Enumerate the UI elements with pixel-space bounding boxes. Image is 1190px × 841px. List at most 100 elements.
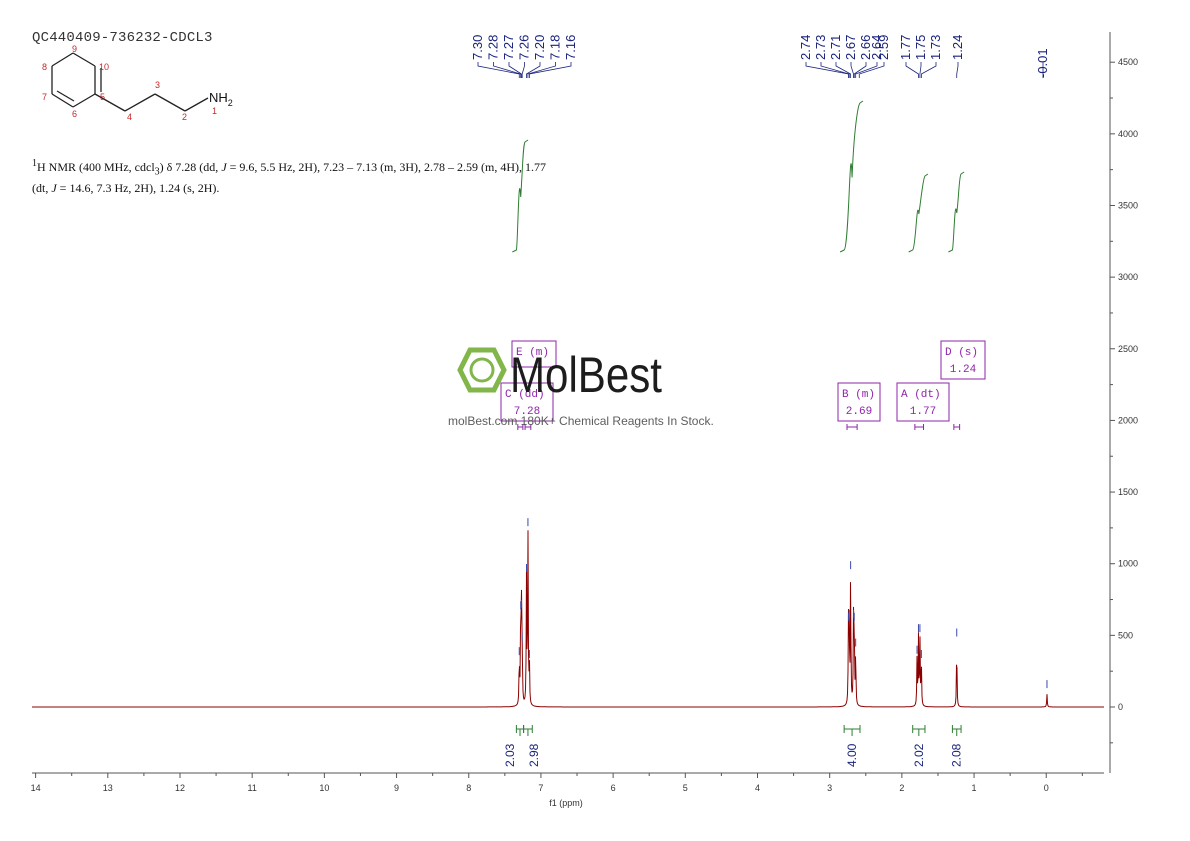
peak-label-aromatic-connector bbox=[493, 62, 522, 78]
integral-curve bbox=[948, 171, 965, 253]
bond-5-4 bbox=[94, 93, 126, 112]
peak-label-tms: -0.01 bbox=[1035, 48, 1050, 78]
peak-label-aliphatic: 2.67 bbox=[843, 35, 858, 60]
peak-label-aliphatic-connector bbox=[920, 62, 937, 78]
peak-label-aliphatic: 1.73 bbox=[928, 35, 943, 60]
peak-label-aliphatic: 2.59 bbox=[876, 35, 891, 60]
peak-label-aromatic-connector bbox=[508, 62, 522, 78]
peak-label-aliphatic-connector bbox=[855, 62, 878, 78]
peak-markers bbox=[518, 518, 1048, 689]
multiplet-shift: 1.24 bbox=[950, 364, 977, 376]
atom-number-5: 5 bbox=[100, 92, 105, 102]
x-tick-label: 12 bbox=[175, 783, 185, 793]
peak-label-aliphatic-connector bbox=[835, 62, 852, 78]
molecule-structure bbox=[51, 52, 209, 112]
integral-value: 4.00 bbox=[845, 743, 859, 767]
y-tick-label: 1000 bbox=[1118, 559, 1138, 569]
bond-6-7 bbox=[51, 93, 74, 108]
bond-5-6 bbox=[72, 93, 96, 108]
amine-label: NH2 bbox=[209, 90, 233, 108]
atom-number-4: 4 bbox=[127, 112, 132, 122]
integral-curves bbox=[512, 100, 965, 253]
peak-label-aliphatic: 2.73 bbox=[813, 35, 828, 60]
x-tick-label: 0 bbox=[1044, 783, 1049, 793]
peak-label-aromatic: 7.30 bbox=[470, 35, 485, 60]
nmr-text-d: = 14.6, 7.3 Hz, 2H), 1.24 (s, 2H). bbox=[56, 181, 220, 196]
y-tick-label: 1500 bbox=[1118, 487, 1138, 497]
bond-6-7-double bbox=[56, 90, 75, 102]
x-tick-label: 5 bbox=[683, 783, 688, 793]
x-tick-label: 6 bbox=[611, 783, 616, 793]
y-tick-label: 3000 bbox=[1118, 272, 1138, 282]
bond-3-2 bbox=[154, 93, 186, 112]
x-tick-label: 13 bbox=[103, 783, 113, 793]
x-tick-label: 10 bbox=[319, 783, 329, 793]
x-tick-label: 8 bbox=[466, 783, 471, 793]
x-tick-label: 7 bbox=[538, 783, 543, 793]
nmr-text-b: = 9.6, 5.5 Hz, 2H), 7.23 – 7.13 (m, 3H),… bbox=[226, 160, 547, 174]
x-axis-label: f1 (ppm) bbox=[549, 798, 583, 808]
watermark-tagline: molBest.com 180K+ Chemical Reagents In S… bbox=[448, 414, 714, 428]
peak-label-aromatic: 7.18 bbox=[548, 35, 563, 60]
x-tick-label: 4 bbox=[755, 783, 760, 793]
peak-label-aromatic-connector bbox=[521, 62, 525, 78]
multiplet-shift: 7.28 bbox=[514, 406, 540, 418]
amine-nh: NH bbox=[209, 90, 228, 105]
multiplet-shift: 1.77 bbox=[910, 406, 936, 418]
peak-labels: 7.30 7.28 7.27 7.26 7.20 7.18 7.16 2.74 2.73 2.71… bbox=[470, 35, 1050, 78]
atom-number-8: 8 bbox=[42, 62, 47, 72]
integral-curve bbox=[512, 139, 529, 253]
spectrum-line bbox=[32, 530, 1104, 708]
peak-label-aromatic: 7.28 bbox=[486, 35, 501, 60]
bond-9-10 bbox=[72, 52, 96, 67]
atom-number-9: 9 bbox=[72, 44, 77, 54]
axes: 14 13 12 11 10 9 8 7 6 5 4 3 2 1 0f1 (ppm)050010001500… bbox=[31, 32, 1138, 808]
peak-label-aromatic: 7.26 bbox=[517, 35, 532, 60]
x-tick-label: 11 bbox=[248, 783, 257, 793]
y-tick-label: 4000 bbox=[1118, 129, 1138, 139]
multiplet-shift: 2.69 bbox=[846, 406, 872, 418]
integral-markers: 2.03 2.98 4.00 2.02 2.08 bbox=[503, 725, 964, 767]
peak-label-aromatic-connector bbox=[528, 62, 572, 78]
watermark-logo-ring bbox=[469, 357, 495, 383]
x-tick-label: 1 bbox=[972, 783, 977, 793]
multiplet-box bbox=[896, 382, 950, 422]
y-tick-label: 4500 bbox=[1118, 57, 1138, 67]
integral-curve bbox=[908, 173, 929, 253]
peak-label-aliphatic-connector bbox=[905, 62, 919, 78]
nmr-text-a: ) δ 7.28 (dd, bbox=[159, 160, 222, 174]
bond-2-1 bbox=[184, 97, 209, 112]
peak-label-aromatic-connector bbox=[526, 62, 541, 78]
nmr-summary-text: 1H NMR (400 MHz, cdcl3) δ 7.28 (dd, J = … bbox=[32, 155, 622, 197]
integral-value: 2.08 bbox=[950, 743, 964, 767]
peak-label-aliphatic-connector bbox=[853, 62, 867, 78]
peak-label-aromatic: 7.16 bbox=[563, 35, 578, 60]
integral-value: 2.02 bbox=[912, 743, 926, 767]
multiplet-label: A (dt) bbox=[901, 389, 941, 401]
multiplet-label: E (m) bbox=[516, 347, 549, 359]
x-tick-label: 2 bbox=[899, 783, 904, 793]
integral-curve bbox=[839, 100, 864, 253]
peak-label-aliphatic: 2.64 bbox=[869, 35, 884, 60]
y-tick-label: 2500 bbox=[1118, 344, 1138, 354]
multiplet-label: C (dd) bbox=[505, 389, 545, 401]
solvent-subscript: 3 bbox=[154, 166, 160, 178]
multiplet-box bbox=[500, 382, 554, 422]
peak-label-aliphatic: 1.77 bbox=[898, 35, 913, 60]
atom-number-2: 2 bbox=[182, 112, 187, 122]
watermark: MolBest molBest.com 180K+ Chemical Reage… bbox=[448, 347, 714, 428]
peak-label-aromatic-connector bbox=[527, 62, 556, 78]
peak-label-aliphatic: 1.24 bbox=[950, 35, 965, 60]
peak-label-aliphatic-connector bbox=[805, 62, 849, 78]
multiplet-box bbox=[940, 340, 986, 380]
peak-label-aliphatic-connector bbox=[850, 62, 854, 78]
nmr-text-nucleus: H NMR (400 MHz, cdcl bbox=[37, 160, 155, 174]
multiplet-boxes: E (m) C (dd) 7.28 B (m) 2.69 A (dt) 1.77 D (s) 1… bbox=[500, 340, 986, 430]
watermark-brand: MolBest bbox=[510, 347, 662, 403]
peak-label-aliphatic-connector bbox=[919, 62, 922, 78]
x-tick-label: 14 bbox=[31, 783, 41, 793]
y-tick-label: 2000 bbox=[1118, 415, 1138, 425]
peak-label-aliphatic-connector bbox=[820, 62, 850, 78]
amine-subscript: 2 bbox=[228, 98, 233, 108]
